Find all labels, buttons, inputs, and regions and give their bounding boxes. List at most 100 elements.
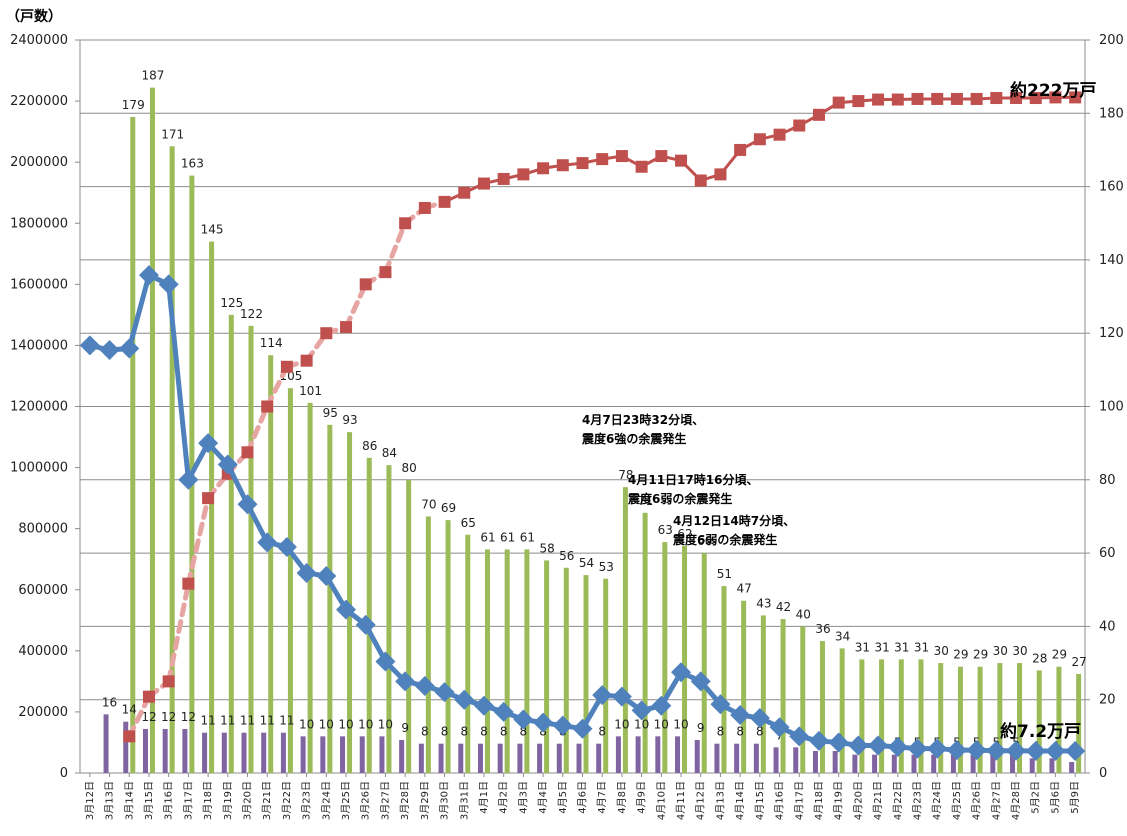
blue-diamond-point	[611, 686, 632, 707]
blue-diamond-point	[316, 566, 337, 587]
green-bars	[130, 87, 1082, 774]
blue-diamond-point	[1065, 741, 1086, 762]
x-tick-label: 4月26日	[971, 781, 983, 820]
x-tick-label: 4月10日	[655, 781, 667, 820]
blue-diamond-point	[198, 433, 219, 454]
green-bar-label: 31	[894, 640, 909, 654]
green-bar	[268, 355, 274, 773]
red-line-segment	[245, 404, 270, 455]
blue-diamond-point	[336, 599, 357, 620]
blue-diamond-point	[375, 651, 396, 672]
right-tick-label: 0	[1099, 766, 1107, 781]
purple-bar	[655, 736, 661, 773]
x-tick-label: 3月25日	[340, 781, 352, 820]
right-axis-ticks: 0 20 40 60 80 100 120 140 160 180 200	[1085, 33, 1124, 781]
blue-diamond-point	[730, 704, 751, 725]
red-square-point	[675, 154, 688, 167]
red-square-point	[379, 266, 392, 279]
green-bar-labels: 1791871711631451251221141051019593868480…	[122, 69, 1087, 669]
purple-bar	[340, 736, 346, 773]
red-square-point	[320, 327, 333, 340]
purple-bar	[734, 743, 740, 773]
x-tick-label: 5月2日	[1030, 781, 1042, 814]
x-tick-label: 3月14日	[123, 781, 135, 820]
green-bar-label: 29	[973, 648, 988, 662]
x-tick-label: 4月12日	[695, 781, 707, 820]
x-tick-label: 4月24日	[931, 781, 943, 820]
blue-diamond-point	[986, 740, 1007, 761]
red-square-point	[182, 577, 195, 590]
green-bar-label: 40	[796, 607, 811, 621]
purple-bar-label: 12	[181, 710, 196, 724]
red-line-series	[123, 91, 1082, 743]
green-bar-label: 65	[461, 516, 476, 530]
x-tick-label: 4月16日	[774, 781, 786, 820]
blue-diamond-point	[887, 737, 908, 758]
blue-diamond-point	[355, 614, 376, 635]
purple-bar	[320, 736, 326, 773]
right-tick-label: 200	[1099, 33, 1124, 48]
purple-bar-label: 8	[421, 725, 429, 739]
red-line-segment	[264, 364, 290, 409]
purple-bar-label: 10	[378, 717, 393, 731]
green-bar-label: 61	[520, 530, 535, 544]
blue-diamond-point	[651, 695, 672, 716]
green-bar	[603, 578, 609, 773]
purple-bar	[1029, 758, 1035, 773]
purple-bar-label: 8	[460, 725, 468, 739]
purple-bar	[221, 732, 227, 773]
green-bar	[544, 560, 550, 773]
x-tick-label: 3月23日	[301, 781, 313, 820]
purple-bar	[714, 743, 720, 773]
x-tick-label: 4月28日	[1010, 781, 1022, 820]
red-square-point	[931, 92, 944, 105]
green-bar	[465, 534, 471, 773]
blue-diamond-point	[1006, 740, 1027, 761]
x-tick-label: 3月30日	[439, 781, 451, 820]
left-axis-ticks: 0 200000 400000 600000 800000 1000000 1200000 1…	[10, 33, 80, 781]
green-bar-label: 31	[874, 640, 889, 654]
x-tick-label: 3月21日	[261, 781, 273, 820]
red-square-point	[753, 133, 766, 146]
purple-bar	[142, 729, 148, 773]
green-bar	[327, 424, 333, 773]
left-tick-label: 2200000	[10, 94, 68, 109]
x-tick-label: 3月28日	[399, 781, 411, 820]
green-bar-label: 101	[299, 384, 322, 398]
annotation-line: 震度6弱の余震発生	[628, 491, 732, 506]
red-square-point	[340, 321, 353, 334]
purple-bar-label: 8	[480, 725, 488, 739]
green-bar	[445, 520, 451, 773]
green-bar-label: 61	[500, 530, 515, 544]
green-bar	[1036, 670, 1042, 773]
purple-bar	[970, 754, 976, 773]
annotation-line: 4月12日14時7分頃、	[673, 513, 795, 528]
left-axis-unit: （戸数）	[6, 8, 62, 25]
red-square-point	[990, 92, 1003, 105]
blue-diamond-point	[79, 335, 100, 356]
left-tick-label: 2400000	[10, 33, 68, 48]
green-bar-label: 69	[441, 501, 456, 515]
green-bar	[682, 545, 688, 773]
green-bar-label: 70	[421, 497, 436, 511]
blue-diamond-point	[1045, 741, 1066, 762]
purple-bar	[793, 747, 799, 773]
x-tick-label: 3月29日	[419, 781, 431, 820]
purple-bar	[497, 743, 503, 773]
green-bar-label: 30	[934, 644, 949, 658]
purple-bar	[675, 736, 681, 773]
purple-bar	[458, 743, 464, 773]
purple-bar-label: 11	[220, 714, 235, 728]
purple-bar-label: 9	[697, 721, 705, 735]
red-square-point	[793, 119, 806, 132]
gridlines	[80, 39, 1085, 701]
blue-diamond-point	[671, 662, 692, 683]
x-tick-label: 4月15日	[754, 781, 766, 820]
blue-diamond-point	[710, 694, 731, 715]
red-square-point	[418, 201, 431, 214]
red-square-point	[497, 172, 510, 185]
purple-bar	[438, 743, 444, 773]
green-bar-label: 60	[697, 534, 712, 548]
green-bar	[366, 457, 372, 773]
